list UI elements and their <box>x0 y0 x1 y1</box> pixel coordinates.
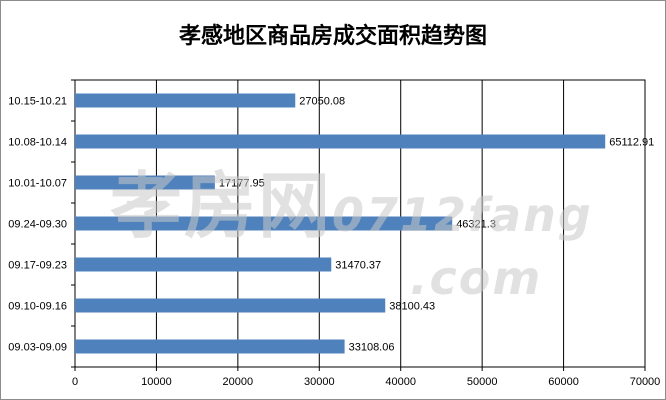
data-label: 33108.06 <box>349 342 395 354</box>
x-tick-label: 30000 <box>304 376 335 388</box>
category-label: 10.15-10.21 <box>8 96 67 108</box>
chart-title: 孝感地区商品房成交面积趋势图 <box>178 23 487 49</box>
data-label: 46321.3 <box>456 219 496 231</box>
data-label: 65112.91 <box>609 137 654 149</box>
bar <box>75 93 296 108</box>
data-label: 27050.08 <box>299 96 345 108</box>
x-tick-label: 40000 <box>385 376 416 388</box>
x-tick-label: 70000 <box>630 376 661 388</box>
data-label: 38100.43 <box>389 301 435 313</box>
data-label: 31470.37 <box>335 260 381 272</box>
bar <box>75 175 215 190</box>
x-tick-label: 50000 <box>467 376 498 388</box>
category-label: 10.08-10.14 <box>8 137 67 149</box>
bar <box>75 298 386 313</box>
category-label: 09.24-09.30 <box>8 219 67 231</box>
bar <box>75 216 453 231</box>
category-label: 10.01-10.07 <box>8 178 67 190</box>
bar <box>75 339 345 354</box>
bar <box>75 257 332 272</box>
x-tick-label: 10000 <box>141 376 172 388</box>
data-label: 17177.95 <box>219 178 265 190</box>
x-tick-label: 60000 <box>548 376 579 388</box>
x-tick-label: 0 <box>72 376 78 388</box>
category-label: 09.17-09.23 <box>8 260 67 272</box>
category-label: 09.03-09.09 <box>8 342 67 354</box>
x-tick-label: 20000 <box>223 376 254 388</box>
category-label: 09.10-09.16 <box>8 301 67 313</box>
bar <box>75 134 606 149</box>
